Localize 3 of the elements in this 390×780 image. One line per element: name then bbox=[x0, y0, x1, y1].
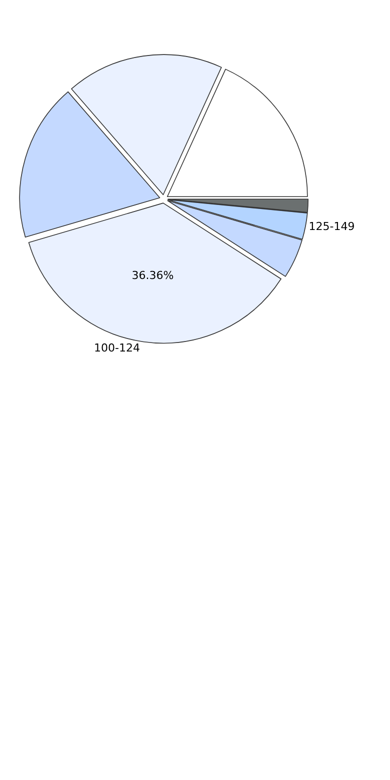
slice-label: 125-149 bbox=[308, 220, 355, 233]
slice-label: 100-124 bbox=[94, 342, 140, 355]
data-label: 36.36% bbox=[132, 269, 174, 282]
